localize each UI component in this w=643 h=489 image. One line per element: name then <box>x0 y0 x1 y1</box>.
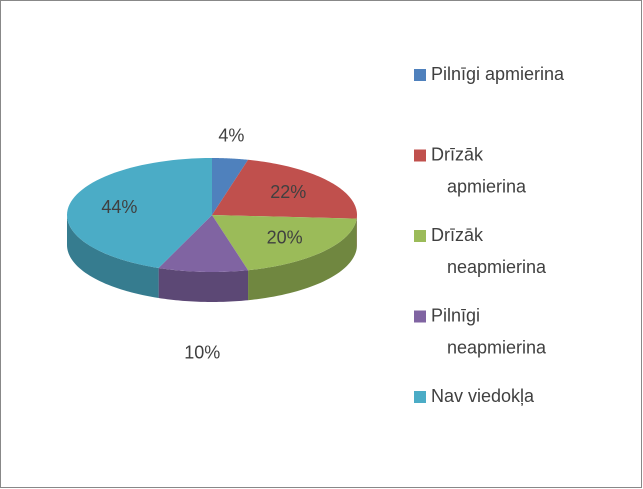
legend-swatch <box>414 69 426 81</box>
legend-label: Drīzāk apmierina <box>431 144 527 196</box>
slice-side <box>248 218 357 301</box>
data-label: 20% <box>267 227 303 247</box>
legend-line: Drīzāk <box>431 144 488 164</box>
legend-label: Pilnīgi neapmierina <box>431 305 547 357</box>
slice <box>212 159 357 219</box>
legend-swatch <box>414 230 426 242</box>
data-label: 4% <box>218 125 244 145</box>
legend-line: neapmierina <box>447 337 547 357</box>
legend-swatch <box>414 149 426 162</box>
legend-line: Pilnīgi <box>431 305 485 325</box>
legend-swatch <box>414 310 426 323</box>
slice <box>67 158 212 268</box>
legend-label: Nav viedokļa <box>431 386 535 406</box>
data-label: 10% <box>184 343 220 363</box>
legend-label: Drīzāk neapmierina <box>431 225 547 277</box>
legend-label: Pilnīgi apmierina <box>431 64 565 84</box>
slice-side <box>67 215 159 298</box>
slice <box>212 215 357 271</box>
legend-line: apmierina <box>447 176 527 196</box>
legend-line: Drīzāk <box>431 225 488 245</box>
legend-line: neapmierina <box>447 257 547 277</box>
data-label: 22% <box>270 182 306 202</box>
data-label: 44% <box>101 197 137 217</box>
slice <box>158 215 249 272</box>
legend-swatch <box>414 391 426 403</box>
slice-side <box>158 267 249 302</box>
slice <box>212 158 249 215</box>
